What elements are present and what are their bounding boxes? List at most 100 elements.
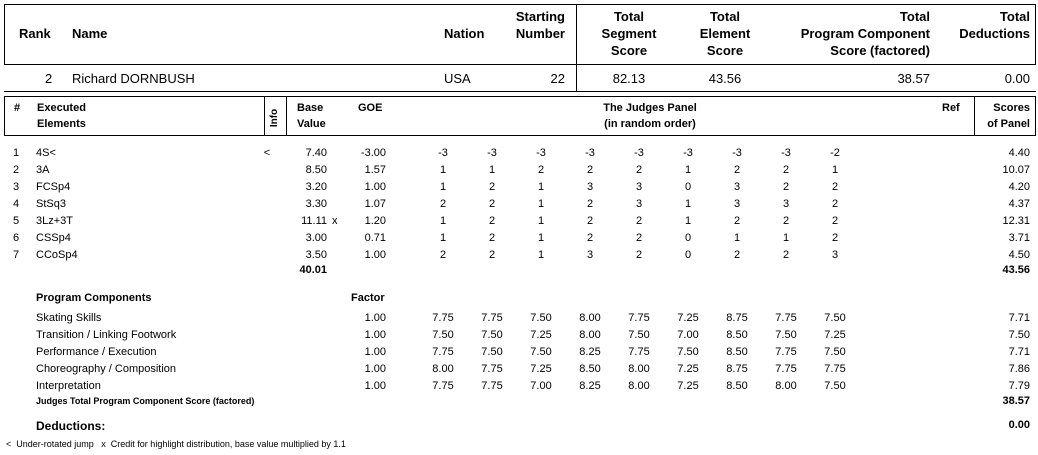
- element-judge-score: 1: [439, 164, 447, 176]
- component-judge-score: 7.50: [628, 329, 650, 341]
- scores-col-left: [974, 96, 975, 136]
- element-judge-score: -3: [438, 147, 448, 159]
- pcs-total-value: 38.57: [1002, 395, 1030, 407]
- element-goe: 1.00: [364, 181, 386, 193]
- element-panel-score: 10.07: [1002, 164, 1030, 176]
- element-number: 7: [12, 249, 20, 261]
- starting-header-2: Number: [515, 26, 565, 41]
- pcs-header-2: Program Component: [800, 26, 930, 41]
- component-judge-score: 8.00: [775, 380, 797, 392]
- element-judge-score: 1: [782, 232, 790, 244]
- base-value-header-1: Base: [297, 102, 324, 114]
- component-judge-score: 8.00: [628, 380, 650, 392]
- component-judge-score: 7.75: [628, 312, 650, 324]
- element-base-value: 3.50: [305, 249, 327, 261]
- element-judge-score: 1: [488, 164, 496, 176]
- element-judge-score: 2: [586, 164, 594, 176]
- element-judge-score: -3: [536, 147, 546, 159]
- element-panel-score: 4.37: [1008, 198, 1030, 210]
- element-base-value: 8.50: [305, 164, 327, 176]
- component-name: Interpretation: [36, 380, 101, 392]
- component-judge-score: 7.50: [530, 346, 552, 358]
- skater-pcs: 38.57: [897, 71, 930, 86]
- pcs-total-label: Judges Total Program Component Score (fa…: [36, 396, 255, 406]
- element-code: 3Lz+3T: [36, 215, 73, 227]
- header-box: [4, 4, 1036, 65]
- element-judge-score: 2: [586, 198, 594, 210]
- deductions-value: 0.00: [1008, 419, 1030, 431]
- footnote: < Under-rotated jump x Credit for highli…: [6, 439, 346, 449]
- element-panel-score: 12.31: [1002, 215, 1030, 227]
- component-judge-score: 7.75: [628, 346, 650, 358]
- ded-header-2: Deductions: [959, 26, 1030, 41]
- element-number: 5: [12, 215, 20, 227]
- component-judge-score: 7.75: [432, 346, 454, 358]
- element-panel-score: 4.20: [1008, 181, 1030, 193]
- element-judge-score: 2: [635, 164, 643, 176]
- component-judge-score: 7.75: [481, 380, 503, 392]
- element-info: <: [263, 147, 271, 159]
- component-judge-score: 7.25: [824, 329, 846, 341]
- num-header: #: [14, 102, 21, 114]
- element-judge-score: -3: [732, 147, 742, 159]
- executed-header-1: Executed: [37, 102, 86, 114]
- element-judge-score: 2: [782, 164, 790, 176]
- component-judge-score: 7.75: [824, 363, 846, 375]
- element-number: 3: [12, 181, 20, 193]
- component-panel-score: 7.50: [1008, 329, 1030, 341]
- element-judge-score: 0: [684, 249, 692, 261]
- element-judge-score: -3: [781, 147, 791, 159]
- elements-total-base: 40.01: [299, 264, 327, 276]
- element-panel-score: 4.50: [1008, 249, 1030, 261]
- info-header: Info: [269, 108, 281, 128]
- element-goe: 1.00: [364, 249, 386, 261]
- name-header: Name: [72, 26, 108, 41]
- element-code: 3A: [36, 164, 50, 176]
- scores-of-panel-header-1: Scores: [993, 102, 1030, 114]
- ref-header: Ref: [942, 102, 960, 114]
- component-factor: 1.00: [364, 312, 386, 324]
- element-base-value: 3.30: [305, 198, 327, 210]
- skater-rank: 2: [45, 71, 53, 86]
- element-number: 4: [12, 198, 20, 210]
- element-judge-score: 2: [831, 181, 839, 193]
- component-judge-score: 7.00: [677, 329, 699, 341]
- component-panel-score: 7.79: [1008, 380, 1030, 392]
- rank-header: Rank: [19, 26, 51, 41]
- component-judge-score: 8.00: [628, 363, 650, 375]
- element-judge-score: 3: [782, 198, 790, 210]
- element-judge-score: 3: [733, 198, 741, 210]
- element-judge-score: 1: [733, 232, 741, 244]
- element-judge-score: 2: [537, 164, 545, 176]
- component-judge-score: 8.00: [579, 312, 601, 324]
- element-code: CSSp4: [36, 232, 71, 244]
- element-judge-score: 1: [537, 198, 545, 210]
- element-code: StSq3: [36, 198, 66, 210]
- scores-of-panel-header-2: of Panel: [987, 118, 1030, 130]
- element-number: 6: [12, 232, 20, 244]
- component-judge-score: 7.75: [481, 363, 503, 375]
- component-judge-score: 8.25: [579, 346, 601, 358]
- element-judge-score: 1: [439, 232, 447, 244]
- element-goe: 1.07: [364, 198, 386, 210]
- element-judge-score: 2: [782, 181, 790, 193]
- element-judge-score: 1: [537, 249, 545, 261]
- component-judge-score: 7.50: [824, 380, 846, 392]
- element-judge-score: 1: [684, 215, 692, 227]
- component-judge-score: 7.75: [775, 346, 797, 358]
- component-judge-score: 7.00: [530, 380, 552, 392]
- element-judge-score: 2: [635, 215, 643, 227]
- element-base-value: 11.11: [301, 215, 327, 227]
- component-judge-score: 8.50: [726, 346, 748, 358]
- element-judge-score: 2: [782, 215, 790, 227]
- element-number: 2: [12, 164, 20, 176]
- component-judge-score: 7.50: [530, 312, 552, 324]
- element-goe: 0.71: [364, 232, 386, 244]
- element-judge-score: 2: [586, 232, 594, 244]
- element-judge-score: 2: [782, 249, 790, 261]
- skater-row-divider: [576, 65, 577, 92]
- element-judge-score: 2: [635, 249, 643, 261]
- element-number: 1: [12, 147, 20, 159]
- component-judge-score: 7.50: [432, 329, 454, 341]
- tes-header-3: Score: [706, 43, 744, 58]
